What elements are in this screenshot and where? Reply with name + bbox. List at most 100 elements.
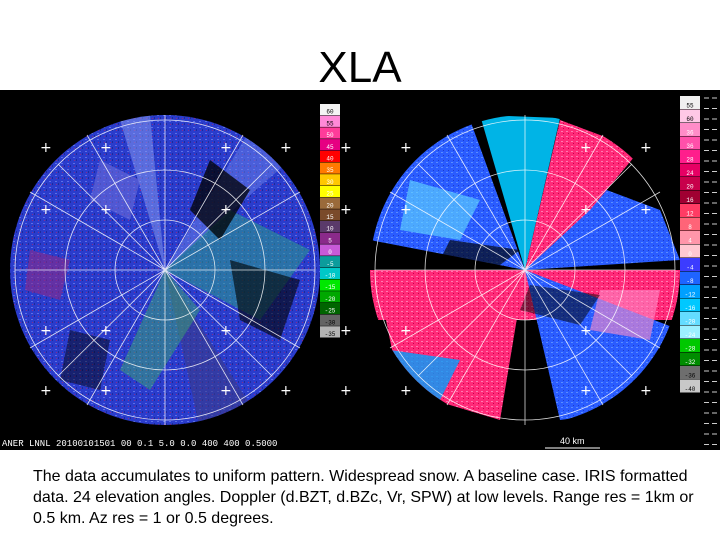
left-scale-swatch: [320, 256, 340, 268]
right-scale-swatch: [680, 231, 700, 244]
left-scale-label: -15: [325, 284, 336, 291]
right-scale-swatch: [680, 96, 700, 109]
right-scale-swatch: [680, 285, 700, 298]
right-scale-swatch: [680, 366, 700, 379]
left-scale-label: 0: [328, 249, 332, 256]
svg-text:+: +: [580, 323, 592, 339]
left-scale-swatch: [320, 232, 340, 244]
right-scale-swatch: [680, 204, 700, 217]
right-scale-swatch: [680, 136, 700, 150]
left-scale-swatch: [320, 162, 340, 174]
svg-text:+: +: [640, 140, 652, 156]
right-scale-swatch: [680, 123, 700, 136]
left-scale-swatch: [320, 244, 340, 256]
svg-text:+: +: [40, 383, 52, 399]
svg-text:+: +: [220, 323, 232, 339]
svg-text:+: +: [40, 323, 52, 339]
right-panel-footer: 40 km: [560, 436, 585, 446]
right-scale-label: -28: [685, 346, 696, 353]
svg-text:+: +: [100, 383, 112, 399]
left-scale-label: -5: [326, 261, 334, 268]
right-scale-label: 4: [688, 238, 692, 245]
right-scale-swatch: [680, 150, 700, 163]
left-scale-swatch: [320, 326, 340, 338]
svg-text:+: +: [340, 202, 352, 218]
right-scale-label: -8: [686, 278, 694, 285]
slide-title: XLA: [318, 43, 402, 92]
svg-text:+: +: [340, 140, 352, 156]
left-scale-swatch: [320, 314, 340, 326]
svg-text:+: +: [580, 140, 592, 156]
left-scale-label: -25: [325, 308, 336, 315]
svg-text:+: +: [400, 202, 412, 218]
left-scale-swatch: [320, 127, 340, 139]
left-scale-swatch: [320, 174, 340, 186]
left-scale-label: -30: [325, 319, 336, 326]
left-scale-label: -10: [325, 273, 336, 280]
right-scale-swatch: [680, 352, 700, 366]
right-scale-label: -24: [685, 332, 696, 339]
svg-text:+: +: [400, 323, 412, 339]
svg-text:+: +: [100, 202, 112, 218]
left-scale-label: 15: [326, 214, 334, 221]
left-scale-swatch: [320, 291, 340, 303]
right-ppi: + + + + + + + + + + + + + + + 40 km: [340, 115, 680, 449]
right-scale-swatch: [680, 258, 700, 271]
right-scale-swatch: [680, 339, 700, 352]
left-scale-swatch: [320, 115, 340, 127]
svg-text:+: +: [40, 140, 52, 156]
right-scale-label: -36: [685, 373, 696, 380]
svg-text:+: +: [220, 383, 232, 399]
svg-text:+: +: [220, 140, 232, 156]
left-scale-label: 60: [326, 109, 334, 116]
right-scale-swatch: [680, 177, 700, 190]
svg-text:+: +: [400, 140, 412, 156]
svg-text:+: +: [580, 202, 592, 218]
right-scale-swatch: [680, 271, 700, 285]
left-scale-swatch: [320, 185, 340, 198]
right-scale-label: -32: [685, 359, 696, 366]
right-scale-label: 55: [686, 103, 694, 110]
left-scale-label: 55: [326, 120, 334, 127]
svg-text:+: +: [580, 383, 592, 399]
left-scale-label: -20: [325, 296, 336, 303]
left-scale-label: 50: [326, 132, 334, 139]
right-scale-label: 20: [686, 184, 694, 191]
right-scale-swatch: [680, 190, 700, 204]
left-scale-label: 25: [326, 191, 334, 198]
right-scale-label: 60: [686, 116, 694, 123]
right-scale-label: -16: [685, 305, 696, 312]
right-scale-label: 28: [686, 157, 694, 164]
left-scale-label: 45: [326, 144, 334, 151]
svg-text:+: +: [100, 140, 112, 156]
left-scale-swatch: [320, 267, 340, 279]
svg-text:+: +: [100, 323, 112, 339]
svg-text:+: +: [640, 383, 652, 399]
right-scale-swatch: [680, 298, 700, 312]
left-scale-label: 5: [328, 237, 332, 244]
left-scale-swatch: [320, 279, 340, 291]
svg-text:+: +: [340, 383, 352, 399]
right-scale-label: 36: [686, 130, 694, 137]
left-scale-label: 10: [326, 226, 334, 233]
right-scale-label: 12: [686, 211, 694, 218]
right-scale-label: 0: [688, 251, 692, 258]
left-ppi: + + + + + + + + + + + + + + ANER LNNL 20100101501 …: [2, 115, 320, 449]
slide-caption: The data accumulates to uniform pattern.…: [33, 468, 694, 527]
right-scale-label: 36: [686, 143, 694, 150]
right-scale-label: -20: [685, 319, 696, 326]
svg-text:+: +: [280, 140, 292, 156]
left-scale-swatch: [320, 104, 340, 116]
radar-image: + + + + + + + + + + + + + + ANER LNNL 20100101501 …: [0, 90, 720, 450]
right-scale-swatch: [680, 244, 700, 258]
right-scale-swatch: [680, 163, 700, 177]
left-scale-label: 35: [326, 167, 334, 174]
left-scale-label: -35: [325, 331, 336, 338]
left-scale-swatch: [320, 197, 340, 209]
right-scale-swatch: [680, 109, 700, 123]
left-scale-label: 20: [326, 202, 334, 209]
svg-text:+: +: [640, 202, 652, 218]
svg-text:+: +: [340, 323, 352, 339]
right-scale-swatch: [680, 325, 700, 339]
left-scale-swatch: [320, 139, 340, 151]
